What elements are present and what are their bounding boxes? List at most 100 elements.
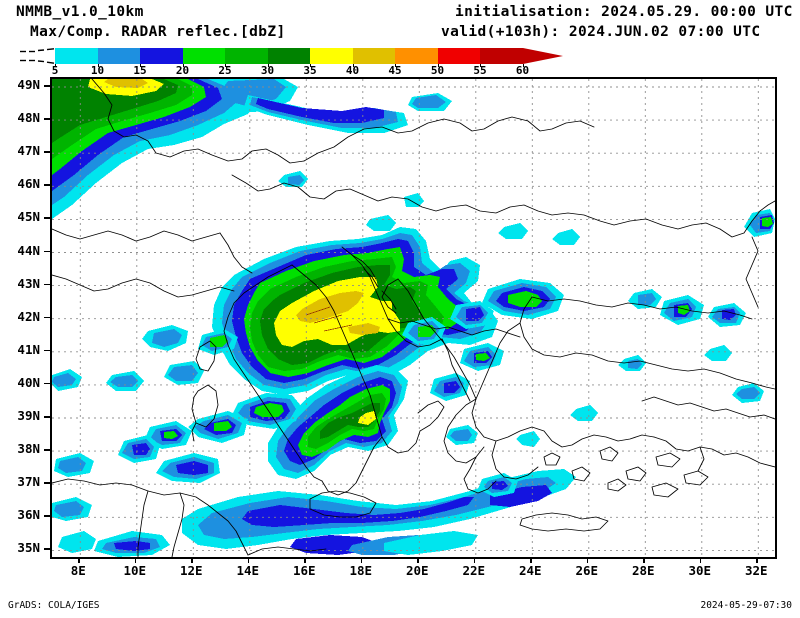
colorbar-tick-45: 45 — [388, 64, 402, 77]
colorbar-segment-6 — [267, 48, 310, 64]
x-axis-label-16E: 16E — [293, 563, 316, 578]
model-name-label: NMMB_v1.0_10km — [16, 4, 144, 20]
y-axis-tick — [44, 283, 50, 286]
x-axis-label-24E: 24E — [519, 563, 542, 578]
colorbar-overflow-arrow — [522, 48, 563, 64]
x-axis-tick — [417, 557, 419, 563]
colorbar-segment-4 — [182, 48, 225, 64]
x-axis-tick — [134, 557, 137, 563]
colorbar-tick-25: 25 — [218, 64, 232, 77]
colorbar-tick-15: 15 — [133, 64, 147, 77]
y-axis-label-41N: 41N — [17, 341, 40, 357]
colorbar-segments — [55, 48, 523, 64]
x-axis-label-18E: 18E — [349, 563, 373, 578]
colorbar-tick-55: 55 — [473, 64, 487, 77]
x-axis-label-26E: 26E — [575, 563, 599, 578]
y-axis-label-42N: 42N — [17, 308, 40, 324]
y-axis-label-45N: 45N — [17, 209, 40, 225]
y-axis-tick — [44, 482, 50, 484]
y-axis-tick — [44, 515, 50, 517]
colorbar-tick-60: 60 — [515, 64, 530, 77]
colorbar-tickmark — [310, 64, 311, 67]
y-axis-label-49N: 49N — [17, 77, 40, 92]
x-axis-tick — [473, 557, 476, 563]
coastline-and-border-overlay — [52, 79, 775, 557]
y-axis-label-43N: 43N — [17, 275, 40, 291]
y-axis-tick — [44, 449, 50, 451]
x-axis-label-12E: 12E — [180, 563, 203, 578]
x-axis-label-30E: 30E — [688, 563, 712, 578]
colorbar-tick-30: 30 — [260, 64, 275, 77]
colorbar-tickmark — [182, 64, 184, 67]
x-axis-label-8E: 8E — [70, 563, 86, 578]
colorbar-segment-8 — [352, 48, 395, 64]
y-axis-label-46N: 46N — [17, 176, 40, 192]
colorbar-tickmark — [267, 64, 269, 67]
colorbar-segment-5 — [225, 48, 268, 64]
colorbar-segment-9 — [395, 48, 438, 64]
y-axis-label-48N: 48N — [17, 110, 40, 126]
colorbar-segment-7 — [310, 48, 353, 64]
valid-time-label: valid(+103h): 2024.JUN.02 07:00 UTC — [441, 24, 761, 40]
x-axis-tick — [699, 557, 702, 563]
graticule-grid — [52, 79, 775, 557]
map-canvas — [52, 79, 775, 557]
colorbar-tickmark — [140, 64, 141, 67]
y-axis-label-40N: 40N — [17, 374, 40, 390]
colorbar-tickmark — [225, 64, 226, 67]
x-axis-tick — [78, 557, 80, 563]
y-axis-tick — [44, 548, 50, 550]
colorbar-tick-50: 50 — [430, 64, 445, 77]
colorbar-tickmark — [97, 64, 99, 67]
map-plot-area[interactable] — [50, 77, 777, 559]
colorbar-tick-35: 35 — [303, 64, 317, 77]
field-name-label: Max/Comp. RADAR reflec.[dbZ] — [30, 24, 286, 40]
x-axis-tick — [360, 557, 363, 563]
y-axis-tick — [44, 151, 50, 153]
y-axis-tick — [44, 217, 50, 219]
y-axis-label-37N: 37N — [17, 474, 40, 490]
colorbar-under-threshold-icon — [20, 48, 55, 64]
y-axis-tick — [44, 85, 50, 87]
colorbar-tickmark — [352, 64, 354, 67]
y-axis-label-47N: 47N — [17, 143, 40, 159]
colorbar-tickmark — [395, 64, 396, 67]
colorbar-tickmark — [55, 64, 56, 67]
colorbar-tick-5: 5 — [51, 64, 59, 77]
colorbar-tickmark — [480, 64, 481, 67]
credit-label: GrADS: COLA/IGES — [8, 600, 100, 611]
colorbar-tickmark — [522, 64, 524, 67]
x-axis-tick — [643, 557, 645, 563]
radar-reflectivity-svg — [52, 79, 775, 557]
x-axis-label-20E: 20E — [406, 563, 429, 578]
y-axis-tick — [44, 184, 50, 186]
x-axis-tick — [247, 557, 250, 563]
x-axis-label-28E: 28E — [632, 563, 655, 578]
colorbar-tick-20: 20 — [175, 64, 190, 77]
generated-timestamp-label: 2024-05-29-07:30 — [700, 600, 792, 611]
y-axis-tick — [44, 250, 50, 252]
y-axis-label-36N: 36N — [17, 507, 40, 523]
colorbar-segment-2 — [97, 48, 140, 64]
colorbar-segment-1 — [55, 48, 98, 64]
y-axis-label-39N: 39N — [17, 408, 40, 423]
colorbar-segment-10 — [437, 48, 480, 64]
y-axis-tick — [44, 118, 50, 120]
reflectivity-colorbar: 5 10 15 20 25 30 35 40 45 50 55 60 — [20, 48, 565, 77]
x-axis-label-14E: 14E — [236, 563, 260, 578]
colorbar-segment-11 — [480, 48, 523, 64]
y-axis-label-38N: 38N — [17, 441, 40, 457]
x-axis-label-32E: 32E — [745, 563, 768, 578]
colorbar-tickmark — [437, 64, 439, 67]
y-axis-tick — [44, 416, 50, 418]
y-axis-tick — [44, 349, 50, 352]
colorbar-tick-10: 10 — [90, 64, 105, 77]
x-axis-tick — [756, 557, 758, 563]
x-axis-label-10E: 10E — [123, 563, 147, 578]
x-axis-tick — [530, 557, 532, 563]
initialisation-time-label: initialisation: 2024.05.29. 00:00 UTC — [455, 4, 793, 20]
x-axis-label-22E: 22E — [462, 563, 486, 578]
y-axis-tick — [44, 316, 50, 319]
x-axis-tick — [191, 557, 193, 563]
